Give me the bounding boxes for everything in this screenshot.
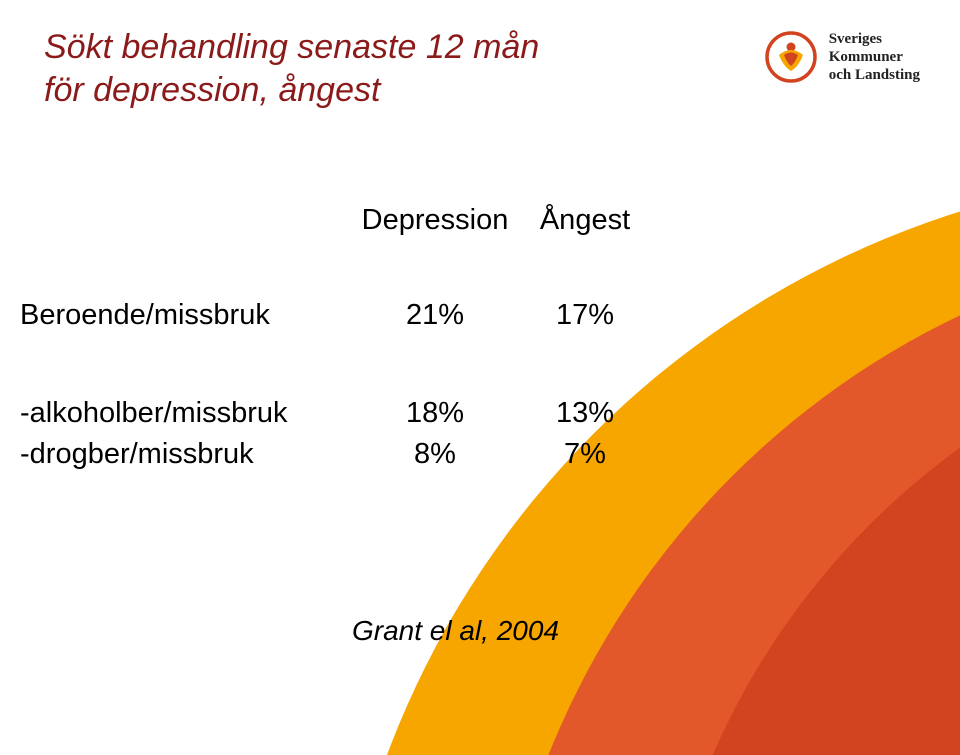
- slide: Sveriges Kommuner och Landsting Sökt beh…: [0, 0, 960, 755]
- table-header-col3: Ångest: [510, 200, 660, 241]
- row-label: -drogber/missbruk: [20, 434, 360, 475]
- row-val-angest: 13%: [510, 393, 660, 434]
- table-header-row: Depression Ångest: [20, 200, 660, 241]
- logo: Sveriges Kommuner och Landsting: [765, 30, 920, 84]
- row-val-depression: 21%: [360, 295, 510, 336]
- row-val-angest: 7%: [510, 434, 660, 475]
- logo-line-3: och Landsting: [829, 66, 920, 84]
- citation: Grant el al, 2004: [352, 615, 559, 647]
- table-row: -alkoholber/missbruk 18% 13%: [20, 393, 660, 434]
- logo-line-2: Kommuner: [829, 48, 920, 66]
- row-label: -alkoholber/missbruk: [20, 393, 360, 434]
- page-title: Sökt behandling senaste 12 mån för depre…: [44, 26, 539, 111]
- row-val-depression: 8%: [360, 434, 510, 475]
- row-label: Beroende/missbruk: [20, 295, 360, 336]
- table-header-col2: Depression: [360, 200, 510, 241]
- title-line-1: Sökt behandling senaste 12 mån: [44, 26, 539, 69]
- table-row: Beroende/missbruk 21% 17%: [20, 295, 660, 336]
- logo-line-1: Sveriges: [829, 30, 920, 48]
- table-row: -drogber/missbruk 8% 7%: [20, 434, 660, 475]
- data-table: Depression Ångest Beroende/missbruk 21% …: [20, 200, 660, 474]
- row-val-depression: 18%: [360, 393, 510, 434]
- row-val-angest: 17%: [510, 295, 660, 336]
- title-line-2: för depression, ångest: [44, 69, 539, 112]
- row-gap: [20, 335, 660, 393]
- logo-icon: [765, 31, 817, 83]
- table-header-empty: [20, 200, 360, 241]
- logo-text: Sveriges Kommuner och Landsting: [829, 30, 920, 84]
